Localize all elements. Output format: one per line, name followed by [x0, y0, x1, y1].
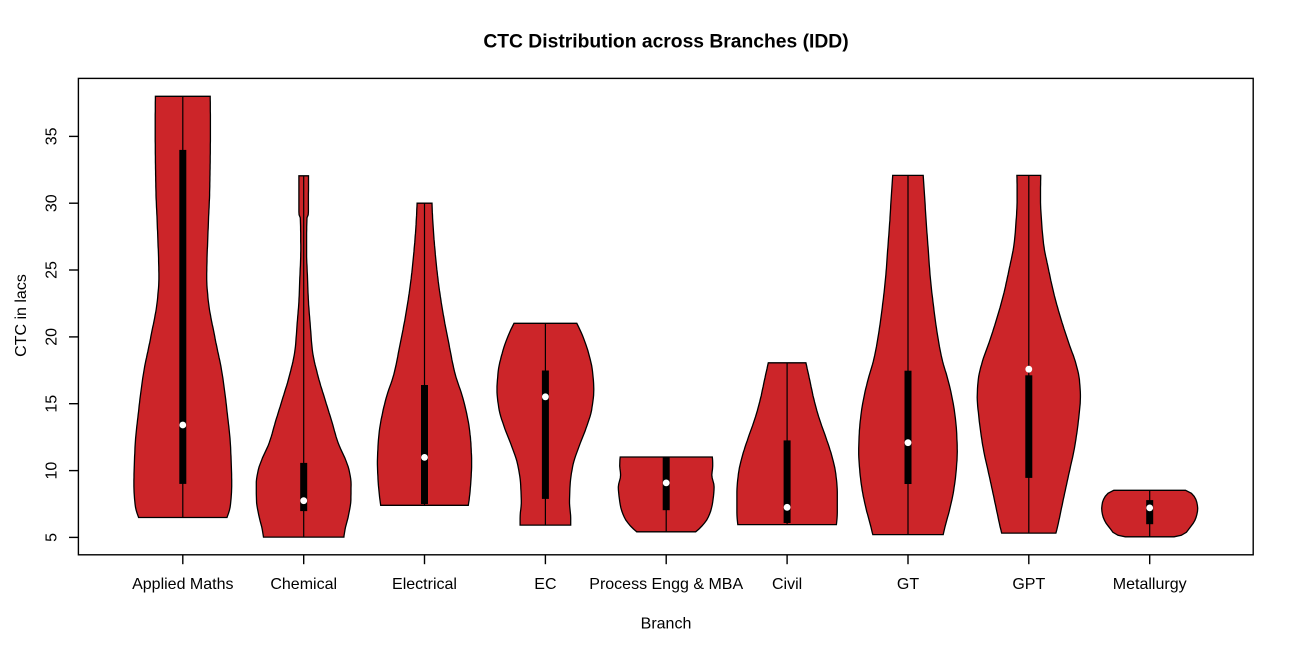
svg-text:20: 20 [44, 328, 61, 346]
svg-text:5: 5 [44, 533, 61, 542]
svg-text:25: 25 [44, 261, 61, 279]
svg-text:Process Engg & MBA: Process Engg & MBA [589, 576, 743, 593]
svg-text:15: 15 [44, 395, 61, 413]
svg-text:30: 30 [44, 194, 61, 212]
svg-text:GPT: GPT [1012, 576, 1045, 593]
svg-text:10: 10 [44, 462, 61, 480]
svg-text:CTC Distribution across Branch: CTC Distribution across Branches (IDD) [483, 32, 848, 53]
svg-text:GT: GT [897, 576, 919, 593]
svg-text:Electrical: Electrical [392, 576, 457, 593]
svg-text:Chemical: Chemical [270, 576, 337, 593]
svg-text:Civil: Civil [772, 576, 802, 593]
svg-text:Metallurgy: Metallurgy [1113, 576, 1187, 593]
svg-text:35: 35 [44, 127, 61, 145]
svg-text:EC: EC [534, 576, 556, 593]
svg-text:Branch: Branch [641, 616, 692, 633]
svg-text:Applied Maths: Applied Maths [132, 576, 233, 593]
svg-text:CTC in lacs: CTC in lacs [13, 274, 30, 357]
